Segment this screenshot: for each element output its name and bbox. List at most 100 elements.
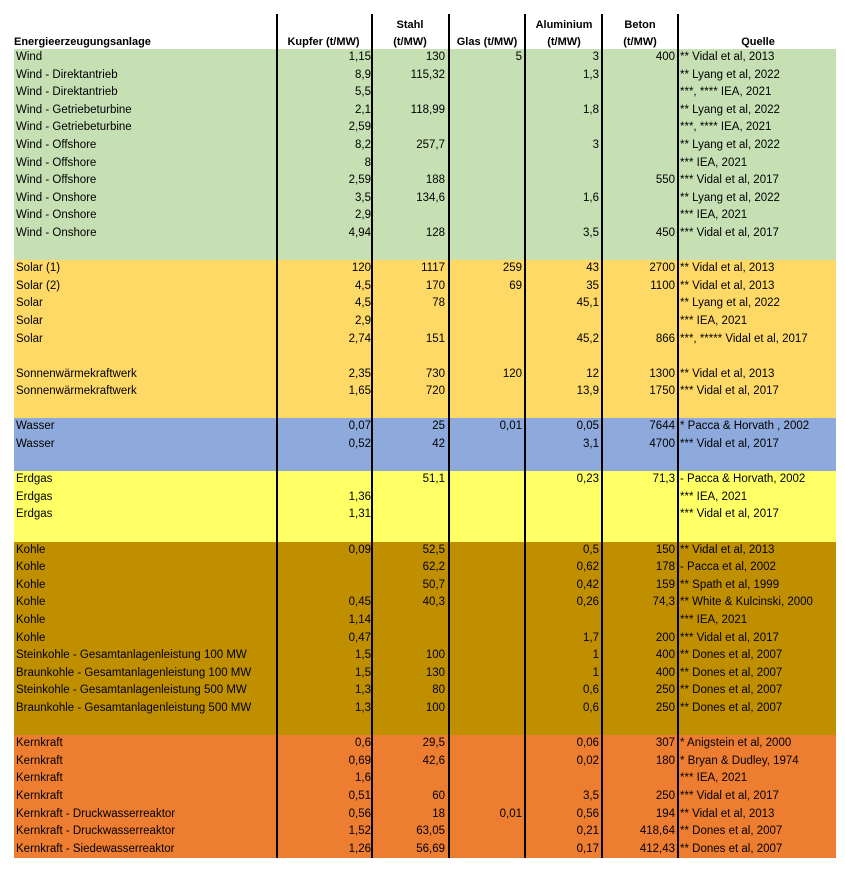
aluminium-cell: 0,05 [576, 420, 599, 433]
quelle-cell: ***, **** IEA, 2021 [680, 121, 772, 134]
stahl-cell: 42 [432, 438, 445, 451]
anlage-cell: Sonnenwärmekraftwerk [16, 367, 137, 380]
quelle-cell: * Bryan & Dudley, 1974 [680, 754, 799, 767]
kupfer-cell: 0,52 [348, 438, 371, 451]
anlage-cell: Wind - Offshore [16, 138, 97, 151]
stahl-cell: 130 [425, 666, 445, 679]
glas-cell: 259 [502, 262, 522, 275]
glas-cell: 0,01 [499, 420, 522, 433]
table-row: Wind - Onshore 4,94 128 3,5 450 *** Vidal et … [14, 224, 836, 243]
anlage-cell: Wind [16, 51, 43, 63]
aluminium-cell: 0,62 [576, 561, 599, 574]
quelle-cell: *** IEA, 2021 [680, 209, 748, 222]
aluminium-cell: 43 [586, 262, 599, 275]
header-beton-2: (t/MW) [623, 36, 657, 48]
quelle-cell: *** Vidal et al, 2017 [680, 385, 779, 398]
kupfer-cell: 8,2 [355, 138, 371, 151]
beton-cell: 250 [655, 789, 675, 802]
anlage-cell: Steinkohle - Gesamtanlagenleistung 500 M… [16, 684, 247, 697]
quelle-cell: *** IEA, 2021 [680, 490, 748, 503]
anlage-cell: Erdgas [16, 473, 53, 486]
aluminium-cell: 0,02 [576, 754, 599, 767]
quelle-cell: *** Vidal et al, 2017 [680, 174, 779, 187]
quelle-cell: ** Vidal et al, 2013 [680, 367, 775, 380]
quelle-cell: ** Lyang et al, 2022 [680, 138, 780, 151]
quelle-cell: ***, ***** Vidal et al, 2017 [680, 332, 808, 345]
glas-cell: 69 [509, 279, 522, 292]
beton-cell: 1750 [649, 385, 675, 398]
table-row: Erdgas 51,1 0,23 71,3 - Pacca & Horvath, 20… [14, 471, 836, 489]
spacer-row [14, 242, 836, 261]
kupfer-cell: 2,9 [355, 314, 371, 327]
header-alu-2: (t/MW) [547, 36, 581, 48]
anlage-cell: Kernkraft [16, 772, 63, 785]
table-row: Wasser 0,52 42 3,1 4700 *** Vidal et al, 2017 [14, 436, 836, 454]
quelle-cell: ** Dones et al, 2007 [680, 842, 783, 855]
anlage-cell: Wind - Onshore [16, 209, 97, 222]
table-row: Braunkohle - Gesamtanlagenleistung 500 M… [14, 699, 836, 718]
column-divider [677, 14, 679, 858]
stahl-cell: 29,5 [422, 737, 445, 750]
stahl-cell: 52,5 [422, 543, 445, 556]
beton-cell: 200 [655, 631, 675, 644]
table-row: Kohle 0,45 40,3 0,26 74,3 ** White & Kulcinsk… [14, 594, 836, 612]
stahl-cell: 60 [432, 789, 445, 802]
header-glas: Glas (t/MW) [456, 36, 518, 48]
stahl-cell: 170 [425, 279, 445, 292]
beton-cell: 250 [655, 701, 675, 714]
table-row: Kernkraft - Druckwasserreaktor 1,52 63,05 0… [14, 823, 836, 841]
aluminium-cell: 3 [592, 51, 599, 63]
anlage-cell: Steinkohle - Gesamtanlagenleistung 100 M… [16, 649, 247, 662]
stahl-cell: 100 [425, 701, 445, 714]
aluminium-cell: 0,6 [583, 684, 599, 697]
kupfer-cell: 1,36 [348, 490, 371, 503]
kupfer-cell: 0,09 [348, 543, 371, 556]
kupfer-cell: 0,51 [348, 789, 371, 802]
aluminium-cell: 1,6 [583, 191, 599, 204]
kupfer-cell: 120 [351, 262, 371, 275]
stahl-cell: 80 [432, 684, 445, 697]
anlage-cell: Wind - Getriebeturbine [16, 103, 132, 116]
kupfer-cell: 4,5 [355, 297, 371, 310]
anlage-cell: Braunkohle - Gesamtanlagenleistung 500 M… [16, 701, 252, 714]
table-row: Wind - Onshore 3,5 134,6 1,6 ** Lyang et al,… [14, 189, 836, 208]
beton-cell: 250 [655, 684, 675, 697]
beton-cell: 7644 [649, 420, 675, 433]
glas-cell: 5 [515, 51, 522, 63]
column-divider [601, 14, 603, 858]
kupfer-cell: 8,9 [355, 68, 371, 81]
quelle-cell: * Anigstein et al, 2000 [680, 737, 792, 750]
quelle-cell: ** Dones et al, 2007 [680, 666, 783, 679]
aluminium-cell: 1 [592, 649, 599, 662]
table-row: Kernkraft 0,6 29,5 0,06 307 * Anigstein et al… [14, 735, 836, 753]
column-divider [371, 14, 373, 858]
table-row: Erdgas 1,31 *** Vidal et al, 2017 [14, 506, 836, 525]
beton-cell: 1300 [649, 367, 675, 380]
stahl-cell: 257,7 [416, 138, 445, 151]
aluminium-cell: 3,1 [583, 438, 599, 451]
beton-cell: 412,43 [639, 842, 675, 855]
header-stahl-2: (t/MW) [393, 36, 427, 48]
beton-cell: 178 [655, 561, 675, 574]
table-row: Solar 2,9 *** IEA, 2021 [14, 312, 836, 331]
beton-cell: 400 [655, 51, 675, 63]
anlage-cell: Erdgas [16, 508, 53, 521]
anlage-cell: Kohle [16, 578, 46, 591]
table-row: Wind - Offshore 2,59 188 550 *** Vidal et al… [14, 172, 836, 190]
table-row: Sonnenwärmekraftwerk 2,35 730 120 12 1300 ** V… [14, 365, 836, 384]
stahl-cell: 128 [425, 226, 445, 239]
kupfer-cell: 2,35 [348, 367, 371, 380]
anlage-cell: Kernkraft [16, 737, 63, 750]
table-row: Kohle 62,2 0,62 178 - Pacca et al, 2002 [14, 559, 836, 577]
column-divider [448, 14, 450, 858]
kupfer-cell: 2,1 [355, 103, 371, 116]
table-row: Wind 1,15 130 5 3 400 ** Vidal et al, 2013 [14, 49, 836, 67]
stahl-cell: 130 [425, 51, 445, 63]
quelle-cell: - Pacca et al, 2002 [680, 561, 776, 574]
beton-cell: 150 [655, 543, 675, 556]
aluminium-cell: 1,7 [583, 631, 599, 644]
quelle-cell: ** Dones et al, 2007 [680, 825, 783, 838]
kupfer-cell: 1,26 [348, 842, 371, 855]
kupfer-cell: 1,5 [355, 649, 371, 662]
quelle-cell: *** Vidal et al, 2017 [680, 226, 779, 239]
